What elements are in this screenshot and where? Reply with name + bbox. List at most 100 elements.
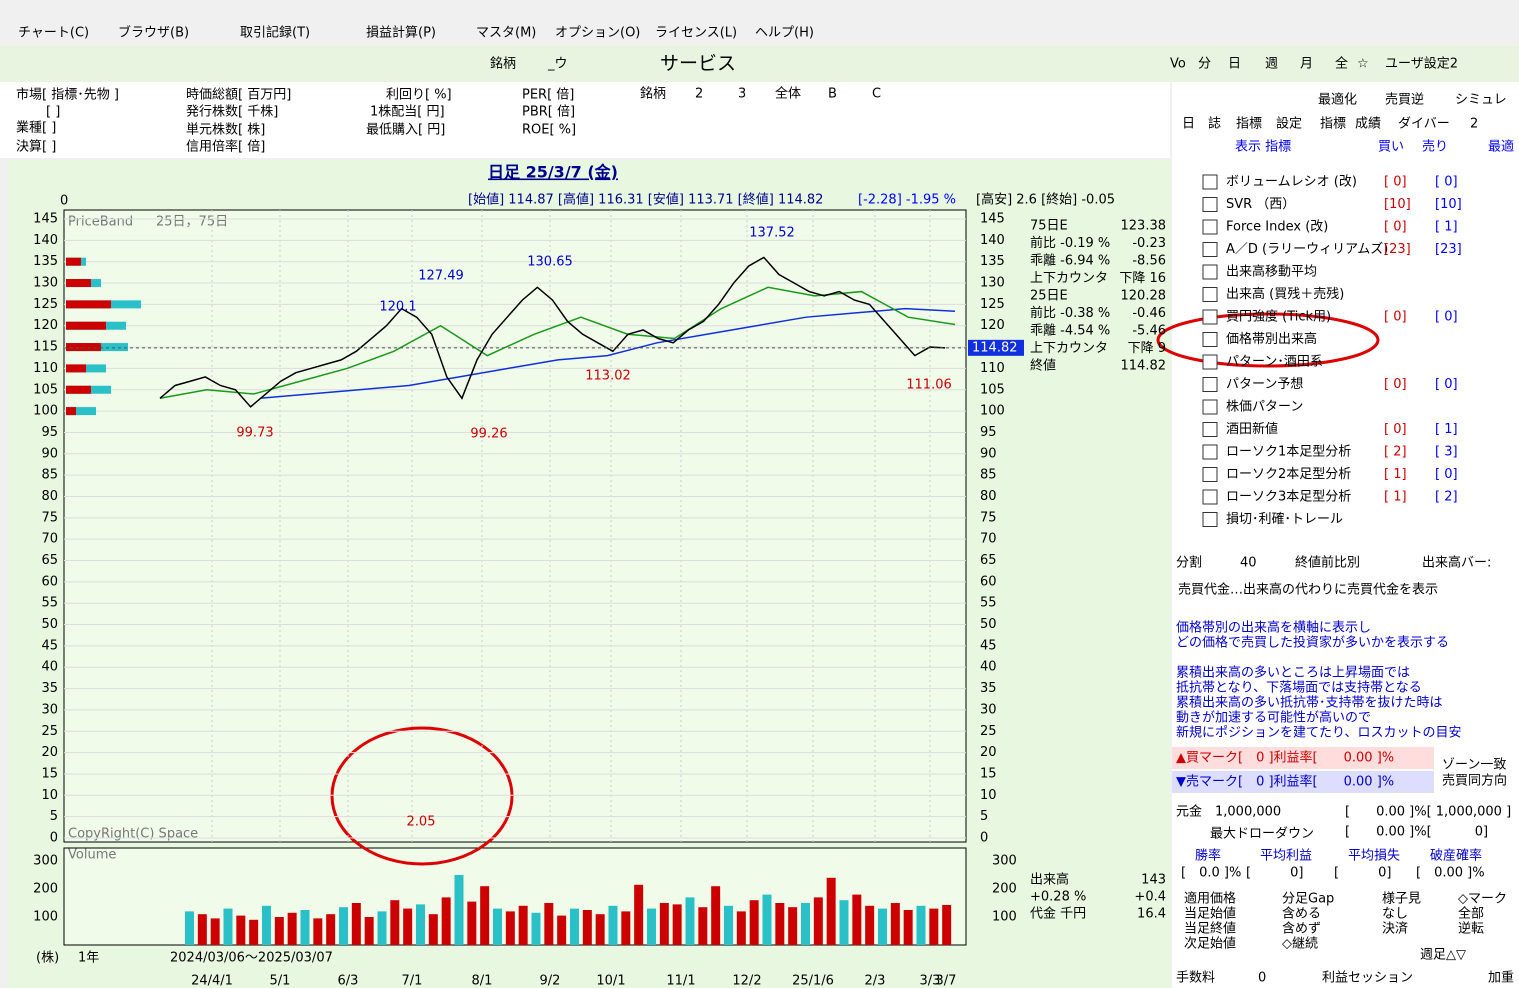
indicator-item[interactable]: 損切･利確･トレール: [1226, 511, 1343, 527]
option[interactable]: 含めず: [1282, 921, 1321, 937]
menu-item[interactable]: マスタ(M): [476, 26, 536, 41]
tab[interactable]: ダイバー: [1398, 117, 1450, 132]
toolbar-button[interactable]: 全: [1335, 56, 1348, 72]
checkbox[interactable]: [1202, 422, 1218, 437]
checkbox[interactable]: [1202, 332, 1218, 347]
x-tick-label: 7/1: [402, 974, 423, 988]
info-bg: [0, 82, 1170, 158]
checkbox[interactable]: [1202, 489, 1218, 505]
checkbox[interactable]: [1202, 219, 1218, 235]
description: 抵抗帯となり、下落場面では支持帯となる: [1176, 681, 1422, 696]
checkbox[interactable]: [1202, 309, 1218, 325]
stat-value: 下降 16: [1119, 271, 1166, 286]
toolbar-button[interactable]: ユーザ設定2: [1385, 56, 1458, 72]
checkbox[interactable]: [1202, 174, 1218, 190]
checkbox[interactable]: [1202, 242, 1218, 257]
y-tick-label: 90: [41, 446, 58, 461]
checkbox[interactable]: [1202, 512, 1218, 527]
option[interactable]: 次足始値: [1184, 936, 1236, 952]
tab[interactable]: 全体: [775, 86, 801, 102]
menu-item[interactable]: オプション(O): [555, 26, 640, 41]
option[interactable]: 当足始値: [1184, 906, 1236, 922]
indicator-item[interactable]: SVR （西）: [1226, 197, 1295, 212]
indicator-item[interactable]: ローソク2本足型分析: [1226, 467, 1351, 482]
checkbox[interactable]: [1202, 467, 1218, 482]
indicator-item[interactable]: ローソク1本足型分析: [1226, 445, 1351, 460]
menu-item[interactable]: ヘルプ(H): [755, 26, 814, 41]
info-field: 市場[ 指標･先物 ]: [16, 87, 119, 103]
profile-buy: [66, 321, 106, 330]
tab[interactable]: 指標: [1320, 117, 1346, 132]
checkbox[interactable]: [1202, 399, 1218, 415]
menu-item[interactable]: ブラウザ(B): [118, 25, 189, 41]
description: 累積出来高の多いところは上昇場面では: [1176, 665, 1410, 681]
label: [23]: [1435, 242, 1462, 257]
tab[interactable]: 3: [738, 87, 746, 102]
indicator-item[interactable]: 株価パターン: [1226, 400, 1303, 415]
checkbox[interactable]: [1202, 444, 1218, 460]
toolbar-button[interactable]: ☆: [1357, 57, 1369, 72]
y-tick-label: 15: [980, 766, 997, 781]
checkbox[interactable]: 売買逆: [1385, 92, 1424, 108]
indicator-item[interactable]: ボリュームレシオ (改): [1226, 175, 1357, 190]
y-tick-label: 145: [980, 212, 1005, 227]
option[interactable]: なし: [1382, 907, 1408, 922]
x-tick-label: 6/3: [338, 974, 359, 988]
checkbox[interactable]: [1202, 354, 1218, 370]
volume-bar: [274, 917, 284, 945]
toolbar-button[interactable]: Vo: [1170, 57, 1186, 72]
option[interactable]: 全部: [1458, 906, 1484, 922]
chart-title: 日足 25/3/7 (金): [488, 163, 618, 182]
tab[interactable]: 銘柄: [640, 87, 666, 102]
checkbox[interactable]: [1202, 197, 1218, 212]
menu-item[interactable]: チャート(C): [18, 26, 89, 41]
indicator-item[interactable]: 出来高 (買残＋売残): [1226, 286, 1344, 302]
tab[interactable]: 日: [1182, 117, 1195, 132]
menu-item[interactable]: ライセンス(L): [655, 26, 737, 41]
tab[interactable]: 誌: [1208, 116, 1221, 132]
volume-bar: [942, 904, 952, 945]
indicator-item[interactable]: Force Index (改): [1226, 220, 1328, 235]
tab[interactable]: 指標: [1236, 117, 1262, 132]
option[interactable]: 決済: [1382, 921, 1408, 937]
toolbar-button[interactable]: 日: [1228, 57, 1241, 72]
indicator-item[interactable]: A／D (ラリーウィリアムズ): [1226, 241, 1388, 257]
tab[interactable]: 成績: [1355, 117, 1381, 132]
indicator-item[interactable]: ローソク3本足型分析: [1226, 490, 1351, 505]
menu-item[interactable]: 取引記録(T): [240, 25, 310, 41]
tab[interactable]: B: [828, 87, 837, 102]
label[interactable]: 終値前比別: [1295, 555, 1360, 571]
toolbar-button[interactable]: 分: [1198, 57, 1211, 72]
y-tick-label: 120: [33, 318, 58, 333]
y-tick-label: 45: [980, 638, 997, 653]
checkbox[interactable]: [1202, 287, 1218, 302]
label[interactable]: 1年: [78, 951, 99, 966]
checkbox[interactable]: シミュレ: [1455, 93, 1507, 108]
y-tick-label: 40: [41, 660, 58, 675]
indicator-item[interactable]: パターン予想: [1226, 376, 1303, 392]
option[interactable]: 含める: [1282, 906, 1321, 922]
y-tick-label: 50: [41, 617, 58, 632]
tab[interactable]: 2: [1470, 117, 1478, 132]
tab[interactable]: 2: [695, 87, 703, 102]
toolbar-button[interactable]: 週: [1265, 57, 1278, 72]
tab[interactable]: C: [872, 87, 881, 102]
tab[interactable]: 設定: [1276, 116, 1302, 132]
y-tick-label: 40: [980, 660, 997, 675]
toolbar-button[interactable]: 月: [1300, 57, 1313, 72]
option[interactable]: 当足終値: [1184, 921, 1236, 937]
label: 1,000,000: [1215, 805, 1281, 820]
indicator-item[interactable]: 酒田新値: [1226, 421, 1278, 437]
volume-bar: [749, 900, 759, 945]
option[interactable]: ◇継続: [1282, 937, 1318, 952]
checkbox[interactable]: [1202, 264, 1218, 280]
menu-item[interactable]: 損益計算(P): [366, 25, 436, 41]
indicator-item[interactable]: 価格帯別出来高: [1226, 331, 1317, 347]
indicator-item[interactable]: 買円強度 (Tick用): [1226, 309, 1331, 325]
option[interactable]: 逆転: [1458, 921, 1484, 937]
checkbox[interactable]: [1202, 377, 1218, 392]
checkbox[interactable]: 最適化: [1318, 92, 1357, 108]
indicator-item[interactable]: パターン･酒田系: [1226, 355, 1323, 370]
indicator-item[interactable]: 出来高移動平均: [1226, 264, 1317, 280]
description: 動きが加速する可能性が高いので: [1176, 710, 1371, 726]
